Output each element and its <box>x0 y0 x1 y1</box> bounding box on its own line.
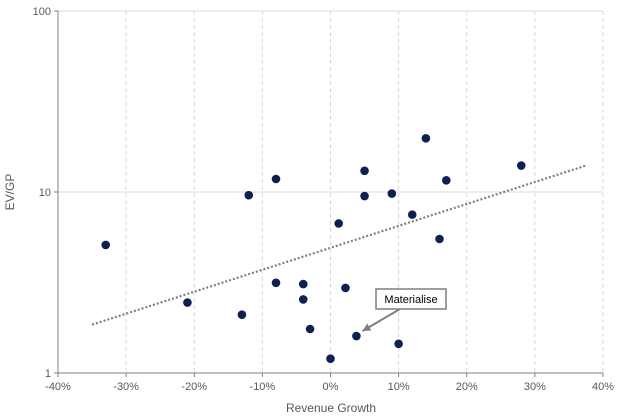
y-tick-labels: 1 10 100 <box>33 6 51 380</box>
x-tick-label: 30% <box>524 381 546 393</box>
data-point <box>305 324 315 334</box>
x-tick-label: -40% <box>45 381 71 393</box>
data-point <box>387 189 397 198</box>
callout-box <box>375 288 447 310</box>
axes <box>54 10 604 377</box>
data-point <box>271 174 281 184</box>
y-tick-label: 100 <box>33 6 51 18</box>
data-point <box>298 295 308 304</box>
y-axis-title: EV/GP <box>3 174 17 211</box>
data-point <box>352 331 361 341</box>
trendline <box>91 164 587 326</box>
data-point <box>360 191 369 201</box>
x-tick-label: 0% <box>323 381 339 393</box>
y-tick-label: 1 <box>45 368 51 380</box>
data-point <box>360 166 369 176</box>
grid <box>58 10 604 373</box>
x-tick-label: 10% <box>388 381 410 393</box>
data-point <box>442 176 451 185</box>
data-point <box>271 278 281 288</box>
data-points <box>101 134 526 363</box>
y-tick-label: 10 <box>39 187 51 199</box>
callout-arrowhead <box>362 323 372 332</box>
data-point <box>237 310 247 319</box>
x-axis-title: Revenue Growth <box>286 401 376 415</box>
data-point <box>394 339 403 349</box>
callout-label: Materialise <box>384 294 437 306</box>
x-tick-label: -20% <box>181 381 207 393</box>
data-point <box>407 210 417 219</box>
data-point <box>334 219 343 228</box>
x-tick-label: -30% <box>113 381 139 393</box>
data-point <box>326 354 335 363</box>
x-tick-label: 40% <box>592 381 614 393</box>
data-point <box>298 279 308 289</box>
data-point <box>421 134 431 143</box>
x-tick-label: 20% <box>456 381 478 393</box>
data-point <box>516 161 526 170</box>
data-point <box>244 190 254 200</box>
x-tick-labels: -40% -30% -20% -10% 0% 10% 20% 30% 40% <box>45 381 614 393</box>
data-point <box>341 283 350 293</box>
annotations: Materialise <box>361 288 447 332</box>
data-point <box>183 298 192 307</box>
data-point <box>435 234 444 244</box>
x-tick-label: -10% <box>250 381 276 393</box>
data-point <box>101 240 110 250</box>
